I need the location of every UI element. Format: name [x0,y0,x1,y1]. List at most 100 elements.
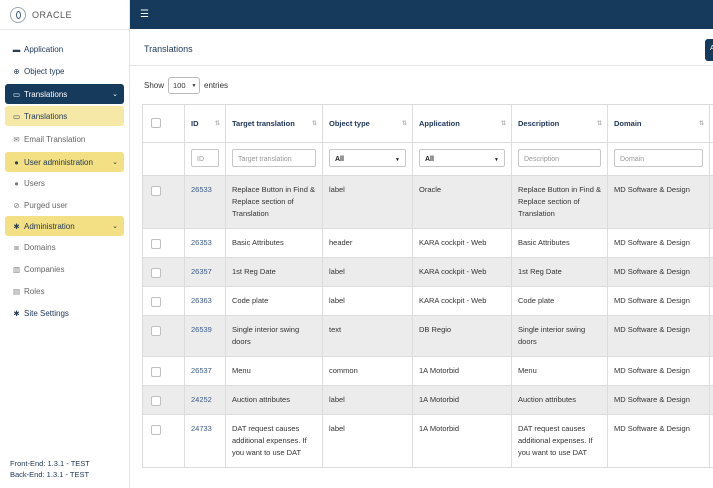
sidebar-item-label: Translations [24,89,68,99]
entries-select[interactable]: 100 ▼ [168,77,201,94]
row-checkbox[interactable] [151,367,161,377]
table-row[interactable]: 26353 Basic Attributes header KARA cockpit … [142,228,713,258]
row-select-cell [142,286,185,316]
column-header-object-type[interactable]: Object type ⇅ [322,104,413,143]
id-card-icon: ▭ [12,111,21,121]
calendar-icon: ▬ [12,44,21,54]
sidebar-item-roles[interactable]: ▤ Roles [0,280,129,302]
table-row[interactable]: 26539 Single interior swing doors text DB R… [142,315,713,357]
object-type-cell: common [322,356,413,386]
object-type-cell: text [322,315,413,357]
building-icon: ▥ [12,264,21,274]
row-checkbox[interactable] [151,239,161,249]
sort-icon: ⇅ [698,121,704,127]
select-all-header[interactable] [142,104,185,143]
application-cell: KARA cockpit - Web [412,257,512,287]
sidebar-group-translations[interactable]: ▭ Translations ⌄ [5,84,124,104]
backend-version: Back-End: 1.3.1 - TEST [10,470,90,479]
domain-filter-input[interactable]: Domain [614,149,703,167]
row-checkbox[interactable] [151,268,161,278]
sidebar-item-object-type[interactable]: ⊕ Object type [0,60,129,82]
sidebar-item-label: Application [24,44,64,54]
table-row[interactable]: 26533 Replace Button in Find & Replace se… [142,175,713,229]
select-all-checkbox[interactable] [151,117,161,128]
column-header-id[interactable]: ID ⇅ [184,104,226,143]
application-cell: KARA cockpit - Web [412,228,512,258]
target-translation-filter-input[interactable]: Target translation [232,149,316,167]
add-button[interactable]: A [705,39,713,61]
description-cell: Replace Button in Find & Replace section… [511,175,608,229]
sidebar-item-purged-user[interactable]: ⊘ Purged user [0,194,129,216]
translations-table: ID ⇅ Target translation ⇅ Object type ⇅ App… [142,104,713,468]
target-translation-cell: Menu [225,356,323,386]
row-checkbox[interactable] [151,326,161,336]
envelope-icon: ✉ [13,134,20,144]
sidebar-item-application[interactable]: ▬ Application [0,38,129,60]
table-row[interactable]: 26363 Code plate label KARA cockpit - Web Co… [142,286,713,316]
domain-cell: MD Software & Design [607,385,710,415]
sidebar-item-label: Object type [24,66,65,76]
description-cell: Code plate [511,286,608,316]
page-header: Translations A [130,29,713,66]
sidebar-item-translations[interactable]: ▭ Translations [5,106,124,126]
row-select-cell [142,175,185,229]
table-row[interactable]: 26357 1st Reg Date label KARA cockpit - Web… [142,257,713,287]
sidebar-item-domains[interactable]: ≣ Domains [0,236,129,258]
sidebar-item-users[interactable]: ● Users [0,172,129,194]
sidebar-item-label: Translations [24,111,68,121]
row-checkbox[interactable] [151,297,161,307]
domain-cell: MD Software & Design [607,315,710,357]
translations-table-wrapper: ID ⇅ Target translation ⇅ Object type ⇅ App… [142,104,713,488]
sidebar-item-label: Administration [24,221,75,231]
extra-cell: K [709,356,713,386]
id-cell: 26353 [184,228,226,258]
column-header-description[interactable]: Description ⇅ [511,104,608,143]
id-cell: 26539 [184,315,226,357]
target-translation-cell: Auction attributes [225,385,323,415]
sidebar-item-companies[interactable]: ▥ Companies [0,258,129,280]
filter-row: ID Target translation All ▼ All ▼ Descript… [142,142,713,176]
sidebar-item-label: Site Settings [24,308,69,318]
version-info: Front-End: 1.3.1 - TEST Back-End: 1.3.1 … [10,458,90,480]
column-header-application[interactable]: Application ⇅ [412,104,512,143]
sidebar-item-site-settings[interactable]: ✱ Site Settings [0,302,129,324]
caret-down-icon: ▼ [395,157,400,163]
domain-cell: MD Software & Design [607,286,710,316]
table-row[interactable]: 26537 Menu common 1A Motorbid Menu MD Softwar… [142,356,713,386]
sidebar-item-email-translation[interactable]: ✉ Email Translation [0,128,129,150]
sidebar-group-user-administration[interactable]: ● User administration ⌄ [5,152,124,172]
description-filter-input[interactable]: Description [518,149,601,167]
application-cell: 1A Motorbid [412,414,512,468]
chevron-down-icon: ⌄ [112,91,118,98]
id-cell: 26357 [184,257,226,287]
row-checkbox[interactable] [151,396,161,406]
table-row[interactable]: 24252 Auction attributes label 1A Motorbid A… [142,385,713,415]
object-type-filter-select[interactable]: All ▼ [329,149,406,167]
row-checkbox[interactable] [151,425,161,435]
domain-cell: MD Software & Design [607,257,710,287]
application-cell: DB Regio [412,315,512,357]
target-translation-cell: Replace Button in Find & Replace section… [225,175,323,229]
id-filter-input[interactable]: ID [191,149,219,167]
hamburger-icon[interactable]: ☰ [140,9,149,20]
oracle-logo-icon [10,6,26,23]
column-header-target-translation[interactable]: Target translation ⇅ [225,104,323,143]
entries-value: 100 [173,81,186,90]
caret-down-icon: ▼ [494,157,499,163]
id-cell: 26533 [184,175,226,229]
description-cell: 1st Reg Date [511,257,608,287]
column-header-extra[interactable]: C [709,104,713,143]
domain-cell: MD Software & Design [607,175,710,229]
extra-cell: K [709,385,713,415]
extra-cell: K [709,228,713,258]
brand-name: ORACLE [32,9,73,20]
sidebar-group-administration[interactable]: ✱ Administration ⌄ [5,216,124,236]
entries-label: entries [204,81,229,90]
sidebar: ORACLE ▬ Application ⊕ Object type ▭ Tra… [0,0,130,488]
application-filter-select[interactable]: All ▼ [419,149,505,167]
row-checkbox[interactable] [151,186,161,196]
table-row[interactable]: 24733 DAT request causes additional expen… [142,414,713,468]
id-cell: 24733 [184,414,226,468]
column-header-domain[interactable]: Domain ⇅ [607,104,710,143]
brand[interactable]: ORACLE [0,0,129,30]
